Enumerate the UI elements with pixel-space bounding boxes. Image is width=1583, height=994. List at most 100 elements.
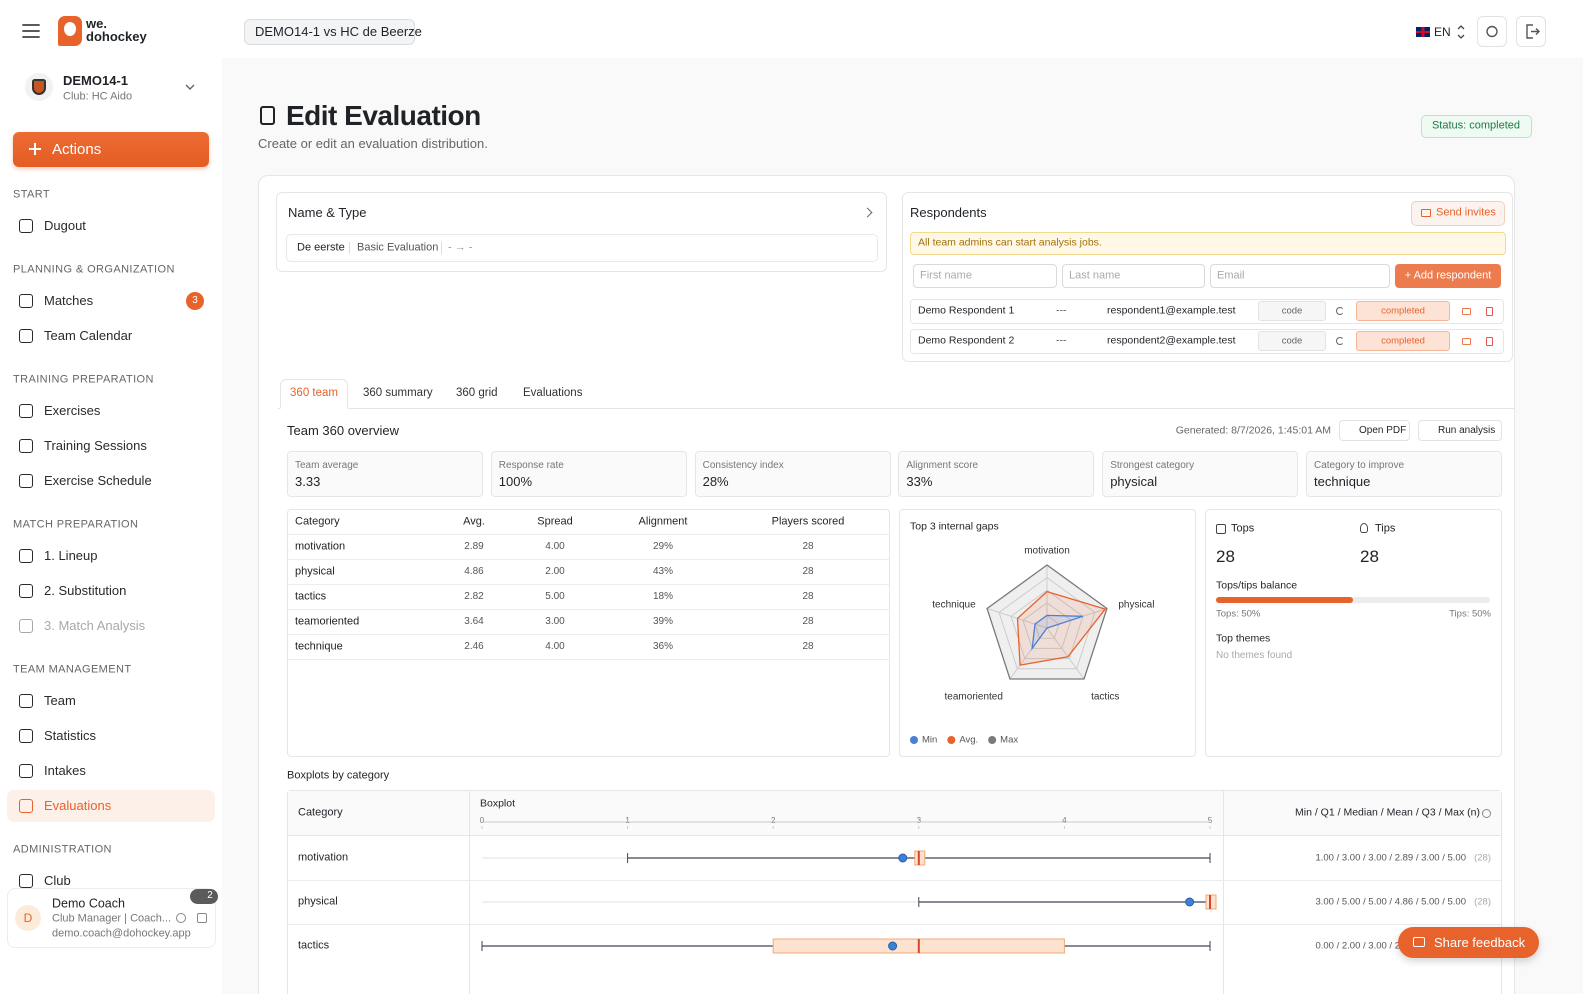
nav-label[interactable]: Exercises [44,403,101,419]
nav-label[interactable]: Exercise Schedule [44,473,152,489]
nav-icon [19,474,33,488]
refresh-icon[interactable] [1336,307,1344,315]
divider [349,242,350,254]
nav-label[interactable]: Matches [44,293,94,309]
user-name: Demo Coach [52,896,125,911]
input[interactable] [1062,264,1205,288]
table-cell: 39% [652,616,674,627]
boxplot-card [287,790,1502,994]
table-header: Alignment [638,515,688,528]
user-avatar [15,905,41,931]
actions-button[interactable] [13,132,209,167]
notice-text: All team admins can start analysis jobs. [918,236,1102,249]
nav-icon [19,874,33,888]
section-title: TEAM MANAGEMENT [13,663,132,676]
tab-line [278,408,1514,409]
kpi-value: 33% [906,474,933,490]
x-tick-label: 3 [914,816,924,826]
boxplot-header [288,791,1501,836]
send-invites-button[interactable] [1411,201,1505,226]
kpi-value: physical [1110,474,1158,490]
row-line [288,534,889,535]
boxplot-stats: 3.00 / 5.00 / 5.00 / 4.86 / 5.00 / 5.00 [1315,896,1466,908]
nav-label[interactable]: Dugout [44,218,86,234]
tab[interactable]: 360 team [290,387,338,400]
section-title: START [13,188,51,201]
feedback-button[interactable] [1398,927,1539,958]
language[interactable]: EN [1434,24,1451,39]
code-button[interactable] [1258,331,1326,351]
refresh-icon[interactable] [1336,337,1344,345]
nav-label[interactable]: Team Calendar [44,328,133,344]
user-settings[interactable] [176,913,186,923]
nav-label[interactable]: 1. Lineup [44,548,98,564]
nav-label[interactable]: Training Sessions [44,438,147,454]
respondent-lastname: --- [1056,304,1067,317]
user-email: demo.coach@dohockey.app [52,927,191,940]
x-tick-label: 4 [1060,816,1069,826]
match-pill[interactable] [244,19,415,45]
input[interactable] [1210,264,1390,288]
mail-icon[interactable] [1462,308,1471,315]
nav-label[interactable]: 3. Match Analysis [44,618,146,634]
run-analysis-button[interactable] [1418,420,1502,441]
run-analysis-label: Run analysis [1438,425,1496,436]
tops-share: Tops: 50% [1216,608,1261,620]
table-header: Category [295,515,340,528]
tab[interactable]: 360 grid [456,387,498,400]
user-badge-count: 2 [207,890,213,901]
themes-empty: No themes found [1216,650,1293,661]
input-placeholder: First name [920,269,972,282]
active-tab[interactable] [280,379,348,409]
nav-icon [19,219,33,233]
input-placeholder: Last name [1069,269,1121,282]
row-line [288,559,889,560]
boxplot-stats: 1.00 / 3.00 / 3.00 / 2.89 / 3.00 / 5.00 [1315,852,1466,864]
active-item[interactable] [7,790,215,822]
divider [441,242,442,254]
nav-icon [19,294,33,308]
nav-badge-count: 3 [192,295,198,306]
boxplots-title: Boxplots by category [287,769,390,782]
user-role: Club Manager | Coach... [52,912,172,925]
boxplot-category: tactics [298,939,330,952]
code-button[interactable] [1258,301,1326,321]
open-pdf-button[interactable] [1339,420,1410,441]
thumb-icon [1216,524,1226,534]
add-respondent-button[interactable] [1395,264,1501,288]
kpi-label: Alignment score [906,460,979,471]
name-type-card[interactable] [276,192,887,272]
logout-button[interactable] [1516,16,1546,47]
kpi-card [1102,451,1299,497]
respondent-lastname: --- [1056,334,1067,347]
balance-title: Tops/tips balance [1216,579,1298,592]
nav-label[interactable]: 2. Substitution [44,583,127,599]
table-cell: 4.86 [464,566,484,577]
table-cell: 3.64 [464,616,484,627]
nav-icon [19,729,33,743]
evaluation-type: Basic Evaluation [357,241,439,254]
delete-icon[interactable] [1486,307,1493,316]
respondent-email: respondent1@example.test [1107,304,1236,317]
tab[interactable]: 360 summary [363,387,433,400]
nav-label[interactable]: Evaluations [44,798,112,814]
delete-icon[interactable] [1486,337,1493,346]
kpi-label: Strongest category [1110,460,1195,471]
overview-title: Team 360 overview [287,423,399,439]
page-subtitle: Create or edit an evaluation distributio… [258,136,488,152]
name-type-box [286,234,878,262]
tab[interactable]: Evaluations [523,387,583,400]
x-tick-label: 0 [477,816,487,826]
mail-icon[interactable] [1462,338,1471,345]
nav-label[interactable]: Club [44,873,71,889]
tips-label: Tips [1375,522,1396,535]
settings-button[interactable] [1477,16,1507,47]
table-header: Avg. [463,515,485,528]
nav-label[interactable]: Statistics [44,728,97,744]
input[interactable] [913,264,1057,288]
kpi-label: Response rate [498,460,564,471]
user-logout[interactable] [197,913,207,923]
table-cell: 36% [652,641,674,652]
nav-label[interactable]: Team [44,693,76,709]
nav-label[interactable]: Intakes [44,763,86,779]
